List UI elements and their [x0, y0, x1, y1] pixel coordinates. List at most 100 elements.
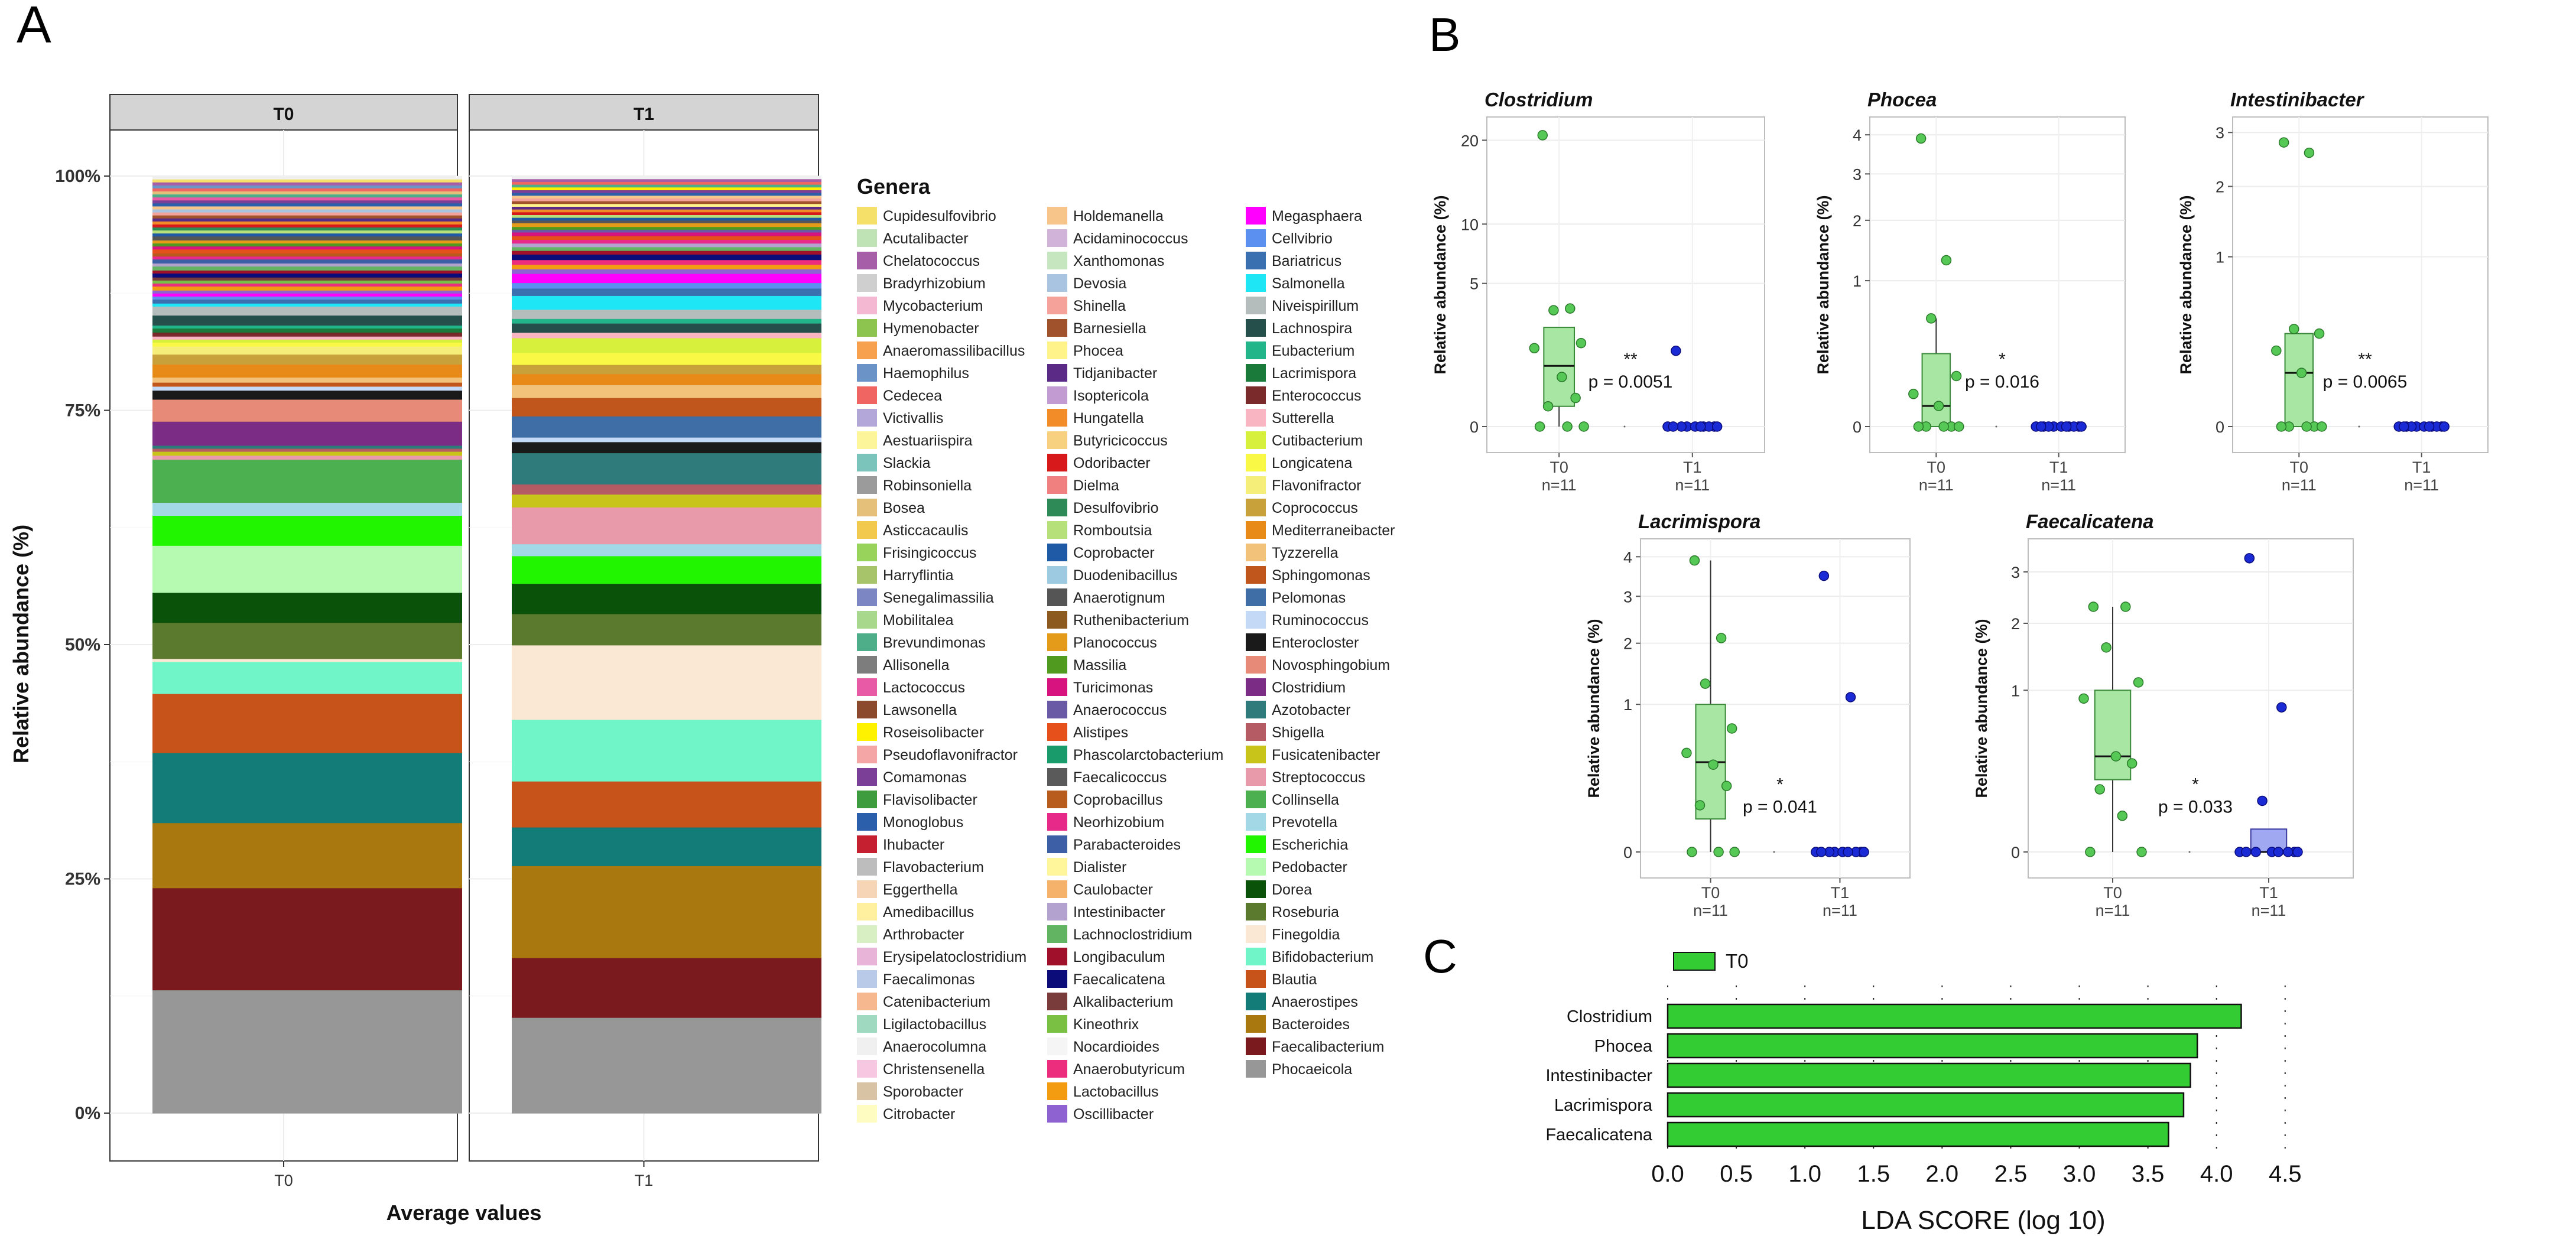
legend-label-lachnoclostridium: Lachnoclostridium: [1073, 926, 1193, 943]
bar-segment-t0-chelatococcus: [152, 182, 462, 186]
legend-label-bacteroides: Bacteroides: [1272, 1016, 1350, 1033]
legend-swatch-hymenobacter: [857, 319, 877, 337]
legend-label-senegalimassilia: Senegalimassilia: [883, 590, 994, 606]
point-clostridium-t0: [1578, 421, 1589, 432]
legend-label-alistipes: Alistipes: [1073, 724, 1128, 741]
legend-label-hymenobacter: Hymenobacter: [883, 320, 979, 337]
point-faecalicatena-t0: [2110, 751, 2122, 762]
point-lacrimispora-t0: [1687, 847, 1697, 857]
legend-swatch-streptococcus: [1246, 768, 1266, 786]
y-tick-label-faecalicatena: 2: [2011, 615, 2020, 633]
x-tick-label-phocea: T0: [1927, 458, 1946, 476]
y-tick-label-faecalicatena: 1: [2011, 682, 2020, 700]
n-label-intestinibacter: n=11: [2404, 476, 2439, 494]
point-phocea-t0: [1941, 255, 1952, 266]
bar-segment-t0-brevundimonas: [152, 194, 462, 198]
point-clostridium-t0: [1562, 421, 1573, 432]
point-clostridium-t1: [1668, 421, 1678, 432]
legend-swatch-comamonas: [857, 768, 877, 786]
legend-swatch-citrobacter: [857, 1105, 877, 1123]
legend-swatch-cedecea: [857, 386, 877, 404]
point-intestinibacter-t1: [2398, 421, 2409, 432]
legend-swatch-pseudoflavonifractor: [857, 746, 877, 763]
bar-segment-t0-haemophilus: [152, 185, 462, 188]
bar-segment-t1-prevotella: [512, 544, 821, 557]
legend-swatch-mediterraneibacter: [1246, 521, 1266, 539]
point-phocea-t0: [1933, 401, 1944, 411]
y-tick-label-intestinibacter: 2: [2216, 178, 2224, 196]
legend-label-isoptericola: Isoptericola: [1073, 388, 1149, 404]
legend-swatch-collinsella: [1246, 791, 1266, 808]
bar-segment-t0-finegoldia: [152, 658, 462, 662]
box-intestinibacter-t0: [2284, 333, 2314, 428]
point-clostridium-t0: [1534, 421, 1545, 432]
legend-swatch-lactobacillus: [1047, 1082, 1067, 1100]
legend-label-shigella: Shigella: [1272, 724, 1324, 741]
point-clostridium-t1: [1711, 421, 1723, 432]
bar-segment-t0-blautia: [152, 694, 462, 753]
legend-label-ihubacter: Ihubacter: [883, 837, 944, 853]
bar-segment-t0-clostridium: [152, 421, 462, 446]
legend-swatch-enterocloster: [1246, 633, 1266, 651]
center-dot-clostridium: [1623, 425, 1626, 428]
point-faecalicatena-t1: [2292, 847, 2303, 857]
legend-swatch-eubacterium: [1246, 341, 1266, 359]
bar-segment-t0-faecalibacterium: [152, 887, 462, 991]
x-tick-label-lacrimispora: T0: [1701, 884, 1720, 902]
legend-swatch-holdemanella: [1047, 207, 1067, 225]
y-tick-label-faecalicatena: 0: [2011, 844, 2020, 861]
legend-label-neorhizobium: Neorhizobium: [1073, 814, 1164, 831]
legend-swatch-slackia: [857, 454, 877, 471]
legend-label-comamonas: Comamonas: [883, 769, 967, 786]
legend-label-faecalicoccus: Faecalicoccus: [1073, 769, 1167, 786]
point-lacrimispora-t0: [1713, 847, 1724, 857]
lda-x-tick-label: 3.0: [2063, 1161, 2096, 1187]
p-value-clostridium: p = 0.0051: [1589, 372, 1673, 392]
legend-swatch-blautia: [1246, 970, 1266, 988]
legend-label-frisingicoccus: Frisingicoccus: [883, 545, 976, 561]
point-faecalicatena-t1: [2244, 553, 2255, 564]
bar-segment-t1-megasphaera: [512, 273, 821, 284]
x-tick-label-phocea: T1: [2049, 458, 2068, 476]
significance-stars-phocea: *: [1999, 350, 2006, 369]
bar-segment-t0-dorea: [152, 592, 462, 623]
legend-label-massilia: Massilia: [1073, 657, 1126, 674]
point-phocea-t0: [1913, 421, 1924, 432]
legend-label-fusicatenibacter: Fusicatenibacter: [1272, 747, 1380, 763]
lda-bar-lacrimispora: [1667, 1092, 2185, 1118]
y-tick-label-lacrimispora: 4: [1623, 548, 1632, 566]
legend-label-kineothrix: Kineothrix: [1073, 1016, 1139, 1033]
legend-swatch-azotobacter: [1246, 701, 1266, 718]
boxplot-panel-faecalicatena: [2028, 538, 2354, 879]
legend-swatch-anaerocolumna: [857, 1037, 877, 1055]
bar-segment-t0-monoglobus: [152, 203, 462, 207]
legend-swatch-romboutsia: [1047, 521, 1067, 539]
n-label-faecalicatena: n=11: [2096, 902, 2130, 919]
bar-segment-t1-lachnospira: [512, 323, 821, 333]
lda-x-tick-label: 3.5: [2132, 1161, 2165, 1187]
boxplot-panel-phocea: [1869, 116, 2126, 453]
legend-swatch-flavisolibacter: [857, 791, 877, 808]
bar-segment-t1-faecalibacterium: [512, 957, 821, 1018]
y-tick-label-clostridium: 0: [1470, 418, 1479, 436]
bar-segment-t1-shinella: [512, 198, 821, 201]
legend-label-ruminococcus: Ruminococcus: [1272, 612, 1369, 629]
bar-segment-t1-dorea: [512, 583, 821, 614]
legend-swatch-bradyrhizobium: [857, 274, 877, 292]
legend-swatch-nocardioides: [1047, 1037, 1067, 1055]
y-axis-label-lacrimispora: Relative abundance (%): [1585, 619, 1603, 798]
legend-label-anaerocolumna: Anaerocolumna: [883, 1039, 986, 1055]
legend-label-enterococcus: Enterococcus: [1272, 388, 1361, 404]
legend-label-barnesiella: Barnesiella: [1073, 320, 1146, 337]
lda-x-tick-label: 2.5: [1994, 1161, 2028, 1187]
bar-segment-t0-prevotella: [152, 502, 462, 516]
legend-swatch-bariatricus: [1246, 252, 1266, 269]
legend-swatch-brevundimonas: [857, 633, 877, 651]
center-dot-phocea: [1995, 425, 1997, 428]
legend-swatch-parabacteroides: [1047, 835, 1067, 853]
point-lacrimispora-t0: [1681, 747, 1692, 759]
legend-swatch-lachnoclostridium: [1047, 925, 1067, 943]
p-value-intestinibacter: p = 0.0065: [2323, 372, 2408, 392]
x-tick-label-intestinibacter: T1: [2412, 458, 2431, 476]
